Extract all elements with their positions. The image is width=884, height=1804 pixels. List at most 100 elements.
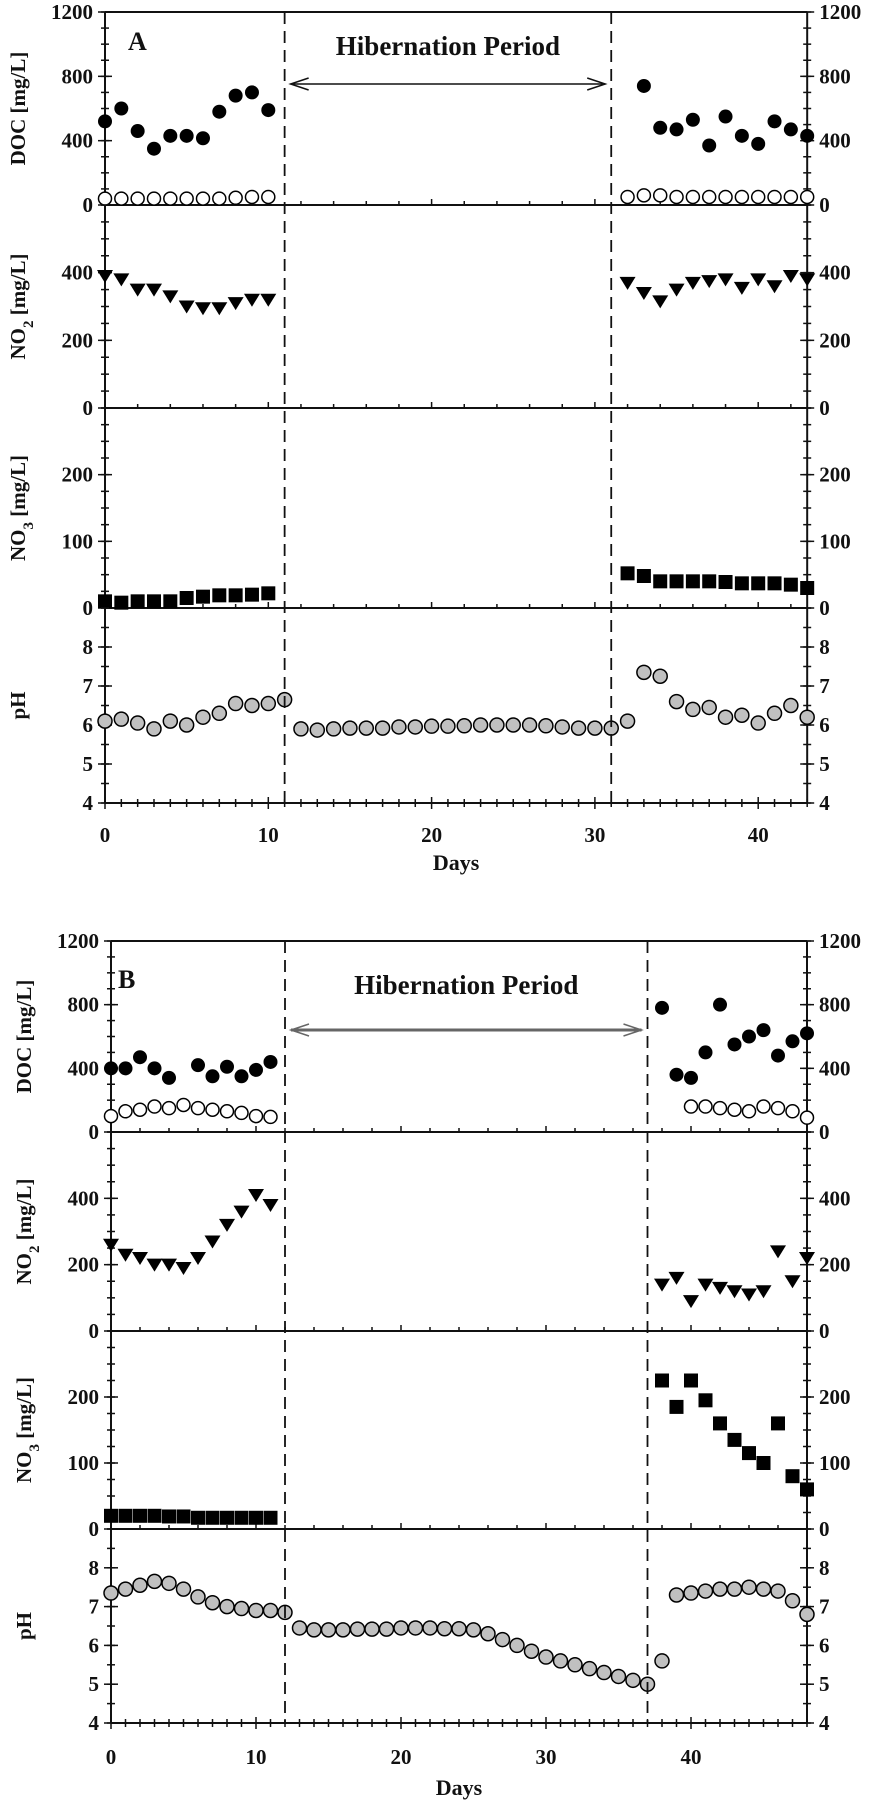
data-point-gray-circle	[521, 717, 538, 733]
data-point-open-circle	[799, 1110, 815, 1125]
subplot-no3: 0 0 100 100 200 200 NO3 [mg/L]	[12, 1330, 851, 1541]
y-tick-label-right: 200	[819, 463, 851, 487]
data-point-filled-circle	[195, 131, 210, 146]
data-point-gray-circle	[596, 1664, 612, 1681]
data-point-filled-circle	[756, 1023, 771, 1038]
data-point-gray-circle	[349, 1621, 366, 1637]
data-point-open-circle	[248, 1108, 264, 1124]
data-point-filled-circle	[263, 1054, 278, 1069]
data-point-gray-circle	[783, 697, 799, 714]
y-tick-label-right: 800	[819, 993, 851, 1017]
data-point-square	[205, 1510, 220, 1525]
data-point-open-circle	[669, 189, 684, 205]
data-point-filled-circle	[734, 128, 749, 143]
data-point-triangle	[654, 1278, 670, 1292]
data-point-triangle	[227, 297, 244, 311]
data-point-square	[620, 566, 635, 581]
y-tick-label-right: 100	[819, 1451, 851, 1475]
data-point-square	[655, 1373, 669, 1388]
data-point-open-circle	[767, 189, 782, 205]
y-axis-label: NO2 [mg/L]	[6, 253, 37, 359]
data-point-square	[767, 576, 782, 591]
data-point-square	[244, 587, 259, 602]
data-point-filled-circle	[162, 1070, 176, 1085]
y-axis-label: NO2 [mg/L]	[12, 1178, 43, 1284]
x-tick-label: 20	[421, 823, 442, 847]
data-point-open-circle	[219, 1104, 235, 1119]
data-point-open-circle	[195, 191, 211, 206]
y-tick-label: 200	[62, 328, 94, 352]
y-tick-label: 400	[68, 1056, 100, 1080]
y-axis-label: DOC [mg/L]	[12, 980, 36, 1094]
data-point-gray-circle	[233, 1600, 250, 1617]
data-point-filled-circle	[702, 138, 717, 153]
data-point-gray-circle	[717, 709, 734, 725]
data-point-open-circle	[750, 189, 766, 205]
data-point-triangle	[799, 1252, 815, 1266]
x-tick-label: 0	[100, 823, 111, 847]
data-point-square	[636, 569, 651, 583]
data-point-open-circle	[132, 1102, 148, 1117]
y-tick-label-right: 0	[819, 396, 830, 420]
data-point-open-circle	[712, 1100, 728, 1116]
data-point-gray-circle	[219, 1598, 235, 1615]
data-point-gray-circle	[766, 705, 783, 722]
data-point-square	[147, 1508, 162, 1523]
data-point-triangle	[162, 290, 179, 304]
subplot-no3: 0 0 100 100 200 200 NO3 [mg/L]	[6, 407, 851, 620]
panel-letter-label: B	[118, 965, 135, 994]
data-point-gray-circle	[161, 1575, 177, 1592]
y-tick-label: 200	[68, 1385, 100, 1409]
data-point-triangle	[635, 286, 652, 300]
data-point-triangle	[782, 270, 799, 284]
y-tick-label-right: 4	[819, 1711, 830, 1735]
y-tick-label: 0	[89, 1120, 100, 1144]
y-tick-label-right: 100	[819, 529, 851, 553]
data-point-gray-circle	[465, 1622, 482, 1638]
data-point-gray-circle	[712, 1581, 728, 1597]
data-point-square	[800, 1482, 814, 1497]
data-point-gray-circle	[132, 1577, 148, 1594]
y-axis-label: NO3 [mg/L]	[6, 455, 37, 561]
y-tick-label: 8	[83, 635, 94, 659]
data-point-gray-circle	[505, 717, 521, 733]
data-point-square	[261, 586, 276, 601]
data-point-gray-circle	[668, 1587, 685, 1603]
data-point-filled-circle	[698, 1045, 713, 1060]
y-tick-label: 7	[83, 674, 94, 698]
data-point-filled-circle	[727, 1037, 742, 1052]
data-point-gray-circle	[581, 1660, 598, 1677]
data-point-triangle	[755, 1285, 772, 1299]
data-point-gray-circle	[335, 1622, 351, 1638]
data-point-square	[727, 1432, 742, 1447]
data-point-square	[228, 588, 243, 603]
x-axis-label: Days	[433, 850, 480, 875]
data-point-open-circle	[785, 1104, 800, 1119]
data-point-open-circle	[118, 1104, 133, 1119]
data-point-triangle	[652, 295, 669, 309]
data-point-triangle	[717, 273, 734, 287]
y-tick-label: 4	[83, 791, 94, 815]
data-point-gray-circle	[320, 1622, 337, 1638]
data-point-triangle	[103, 1238, 119, 1252]
data-point-square	[98, 594, 112, 609]
y-tick-label: 6	[89, 1633, 100, 1657]
data-point-triangle	[770, 1245, 786, 1259]
data-point-gray-circle	[668, 693, 685, 710]
data-point-open-circle	[228, 190, 243, 206]
data-point-square	[800, 581, 815, 595]
data-point-open-circle	[161, 1100, 177, 1116]
data-point-gray-circle	[178, 717, 195, 733]
data-point-square	[163, 594, 178, 609]
data-point-gray-circle	[204, 1594, 221, 1611]
x-tick-label: 30	[584, 823, 605, 847]
data-point-open-circle	[190, 1100, 206, 1116]
data-point-open-circle	[179, 191, 194, 206]
data-point-gray-circle	[117, 1581, 134, 1597]
data-point-filled-circle	[684, 1070, 698, 1085]
data-point-triangle	[683, 1295, 699, 1309]
data-point-filled-circle	[114, 101, 129, 116]
data-point-filled-circle	[146, 141, 161, 156]
data-point-open-circle	[741, 1104, 757, 1119]
data-point-filled-circle	[98, 114, 112, 129]
